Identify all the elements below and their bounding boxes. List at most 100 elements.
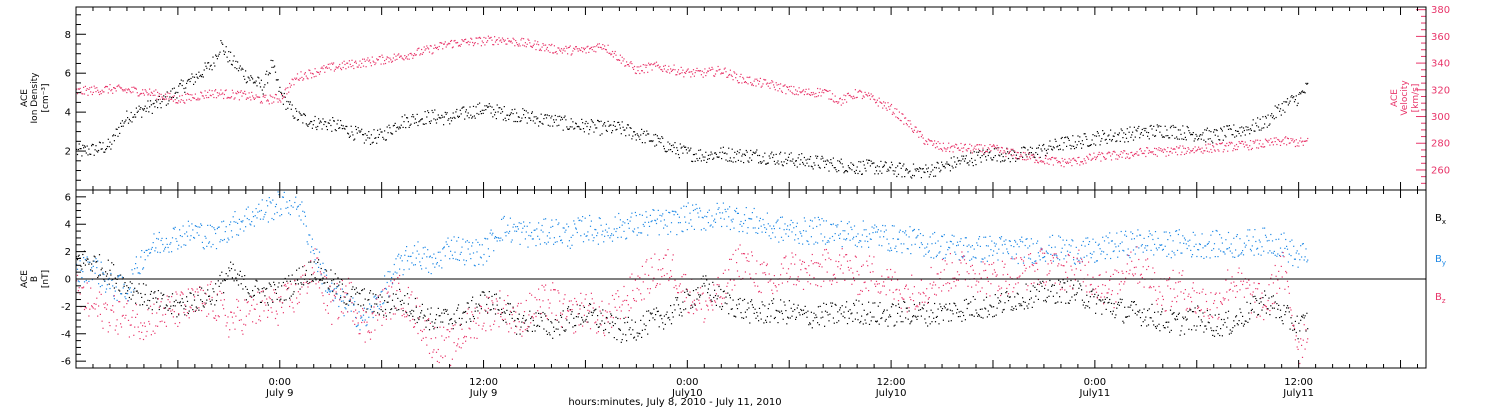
velocity-point bbox=[438, 45, 440, 48]
by-point bbox=[747, 227, 749, 229]
velocity-point bbox=[920, 136, 922, 138]
by-point bbox=[423, 253, 425, 255]
velocity-point bbox=[1099, 153, 1101, 156]
density-point bbox=[1235, 130, 1237, 132]
velocity-point bbox=[277, 101, 279, 103]
density-point bbox=[277, 79, 279, 81]
velocity-point bbox=[193, 97, 195, 99]
bx-point bbox=[1212, 334, 1214, 336]
bx-point bbox=[355, 287, 357, 289]
by-point bbox=[296, 206, 299, 208]
density-point bbox=[677, 153, 680, 156]
density-point bbox=[788, 153, 790, 155]
bx-point bbox=[873, 316, 875, 318]
by-point bbox=[92, 265, 94, 267]
bx-point bbox=[518, 313, 520, 315]
bx-point bbox=[888, 316, 890, 318]
density-point bbox=[1186, 125, 1188, 128]
velocity-point bbox=[774, 89, 776, 91]
by-point bbox=[91, 279, 93, 281]
density-point bbox=[230, 51, 232, 53]
density-point bbox=[1179, 129, 1181, 131]
density-point bbox=[276, 79, 278, 81]
bx-point bbox=[347, 293, 349, 295]
density-point bbox=[299, 112, 301, 115]
bx-point bbox=[908, 310, 910, 312]
density-point bbox=[997, 147, 999, 149]
density-point bbox=[233, 55, 235, 57]
by-point bbox=[443, 246, 445, 248]
bx-point bbox=[1279, 309, 1282, 311]
by-point bbox=[663, 219, 665, 221]
velocity-point bbox=[321, 66, 323, 68]
density-point bbox=[1081, 147, 1083, 149]
by-point bbox=[580, 235, 582, 237]
velocity-point bbox=[1282, 139, 1284, 141]
bx-point bbox=[1044, 287, 1046, 290]
velocity-point bbox=[451, 47, 453, 49]
density-point bbox=[548, 115, 550, 117]
by-point bbox=[388, 295, 390, 297]
density-point bbox=[1050, 145, 1052, 147]
velocity-point bbox=[175, 102, 177, 104]
by-point bbox=[357, 324, 359, 326]
bx-point bbox=[1082, 304, 1084, 306]
density-point bbox=[162, 98, 164, 100]
density-point bbox=[954, 161, 956, 163]
bx-point bbox=[938, 323, 940, 325]
density-point bbox=[727, 160, 729, 162]
density-point bbox=[497, 111, 499, 113]
density-point bbox=[1212, 142, 1214, 144]
density-point bbox=[234, 67, 236, 69]
velocity-point bbox=[1143, 152, 1145, 155]
bx-point bbox=[214, 304, 216, 306]
by-point bbox=[496, 240, 498, 242]
velocity-point bbox=[605, 49, 607, 51]
bx-point bbox=[467, 302, 469, 304]
bx-point bbox=[593, 310, 595, 312]
velocity-point bbox=[328, 67, 330, 69]
by-point bbox=[372, 316, 374, 319]
bx-point bbox=[1218, 313, 1220, 315]
by-point bbox=[645, 211, 647, 213]
density-point bbox=[817, 155, 819, 157]
by-point bbox=[299, 204, 301, 206]
by-point bbox=[490, 229, 492, 231]
density-point bbox=[528, 117, 530, 119]
bx-point bbox=[787, 316, 789, 318]
bx-point bbox=[976, 312, 978, 314]
bx-point bbox=[967, 303, 969, 305]
bx-point bbox=[791, 315, 793, 317]
bx-point bbox=[643, 323, 645, 325]
density-point bbox=[1242, 131, 1244, 133]
velocity-point bbox=[1103, 157, 1106, 159]
velocity-point bbox=[778, 83, 780, 86]
by-point bbox=[607, 235, 609, 237]
bx-point bbox=[523, 322, 526, 324]
velocity-point bbox=[288, 91, 290, 93]
density-point bbox=[755, 151, 757, 153]
bx-point bbox=[1248, 312, 1250, 314]
velocity-point bbox=[535, 49, 537, 51]
density-point bbox=[1299, 92, 1301, 94]
density-point bbox=[1001, 160, 1003, 162]
velocity-point bbox=[1137, 154, 1139, 156]
bx-point bbox=[595, 308, 597, 310]
density-point bbox=[1215, 129, 1217, 131]
density-point bbox=[510, 112, 512, 114]
velocity-point bbox=[518, 43, 520, 45]
density-point bbox=[729, 160, 731, 162]
density-point bbox=[981, 155, 983, 157]
density-point bbox=[332, 117, 334, 119]
bx-point bbox=[1037, 283, 1039, 285]
density-point bbox=[1087, 145, 1089, 147]
bx-point bbox=[729, 297, 731, 299]
by-point bbox=[121, 276, 123, 278]
velocity-point bbox=[304, 72, 306, 74]
by-point bbox=[163, 250, 165, 252]
by-point bbox=[139, 273, 141, 275]
density-point bbox=[867, 162, 869, 164]
density-point bbox=[802, 161, 804, 164]
velocity-point bbox=[978, 148, 980, 150]
bx-point bbox=[1160, 313, 1162, 316]
